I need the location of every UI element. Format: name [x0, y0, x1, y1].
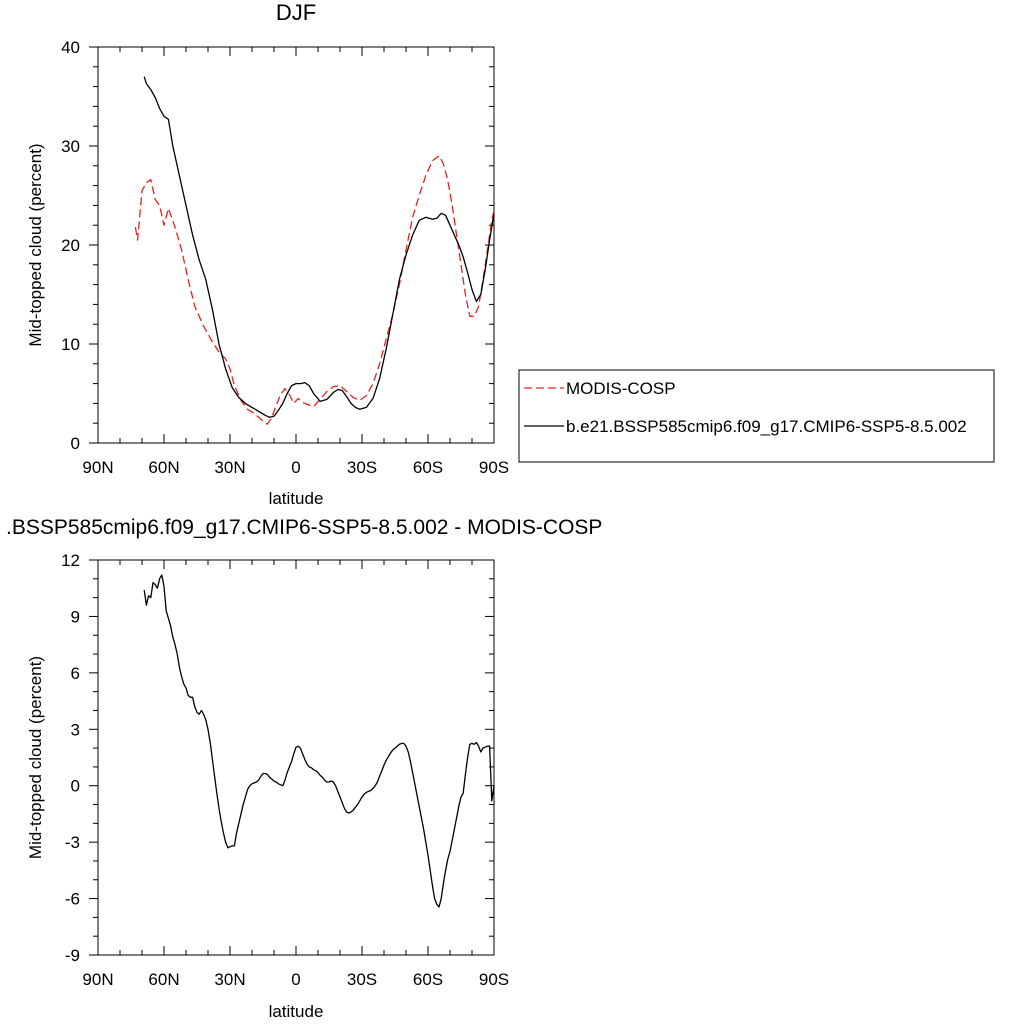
chart-title-bottom: .BSSP585cmip6.f09_g17.CMIP6-SSP5-8.5.002…	[6, 516, 603, 539]
y-axis-label: Mid-topped cloud (percent)	[26, 143, 45, 346]
y-tick-label: 9	[71, 607, 80, 626]
x-tick-label: 90N	[82, 458, 113, 477]
legend-label: b.e21.BSSP585cmip6.f09_g17.CMIP6-SSP5-8.…	[566, 417, 967, 436]
y-tick-label: -3	[65, 833, 80, 852]
x-tick-label: 0	[291, 970, 300, 989]
x-tick-label: 30S	[347, 970, 377, 989]
y-tick-label: 12	[61, 551, 80, 570]
y-tick-label: 30	[61, 137, 80, 156]
y-tick-label: 40	[61, 38, 80, 57]
x-tick-label: 0	[291, 458, 300, 477]
x-tick-label: 90S	[479, 970, 509, 989]
y-tick-label: -6	[65, 890, 80, 909]
x-tick-label: 90N	[82, 970, 113, 989]
x-tick-label: 30S	[347, 458, 377, 477]
series-line-0-0	[134, 155, 495, 425]
y-tick-label: 3	[71, 720, 80, 739]
x-tick-label: 60N	[148, 970, 179, 989]
x-tick-label: 30N	[214, 970, 245, 989]
y-tick-label: 6	[71, 664, 80, 683]
x-tick-label: 60S	[413, 970, 443, 989]
y-axis-label: Mid-topped cloud (percent)	[26, 656, 45, 859]
x-tick-label: 90S	[479, 458, 509, 477]
x-tick-label: 30N	[214, 458, 245, 477]
series-line-0-1	[143, 76, 495, 418]
chart-title-top: DJF	[275, 0, 317, 25]
x-tick-label: 60S	[413, 458, 443, 477]
legend-box	[518, 369, 995, 463]
y-tick-label: 10	[61, 335, 80, 354]
y-tick-label: -9	[65, 946, 80, 965]
series-line-1-0	[143, 574, 495, 908]
y-tick-label: 20	[61, 236, 80, 255]
x-axis-label: latitude	[269, 1002, 324, 1021]
legend-label: MODIS-COSP	[566, 379, 676, 398]
y-tick-label: 0	[71, 434, 80, 453]
x-tick-label: 60N	[148, 458, 179, 477]
y-tick-label: 0	[71, 777, 80, 796]
x-axis-label: latitude	[269, 489, 324, 508]
